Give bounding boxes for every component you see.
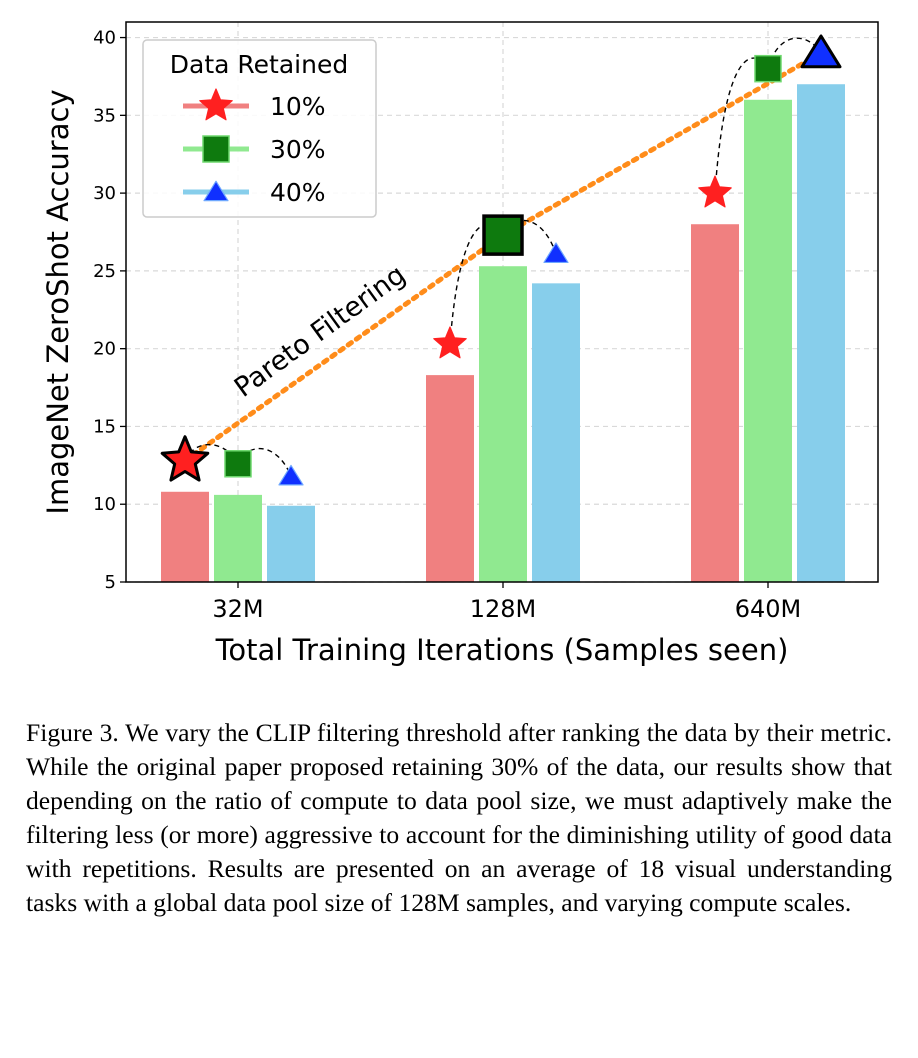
figure-caption: Figure 3. We vary the CLIP filtering thr… (26, 718, 892, 917)
marker-30pct-640M (754, 54, 782, 83)
pareto-annotation: Pareto Filtering (229, 259, 411, 403)
y-ticks: 5 10 15 20 25 30 35 40 (93, 28, 126, 593)
chart: 5 10 15 20 25 30 35 40 32M 128M 640M Pareto Filte… (41, 21, 879, 667)
y-tick-label: 30 (93, 183, 116, 204)
x-tick-label: 32M (212, 595, 263, 623)
y-tick-label: 15 (93, 416, 116, 437)
marker-30pct-128M (482, 214, 524, 256)
y-tick-label: 10 (93, 494, 116, 515)
legend-label-30pct: 30% (270, 135, 326, 164)
y-tick-label: 40 (93, 28, 116, 49)
x-ticks: 32M 128M 640M (212, 582, 801, 623)
bar-30pct-32M (214, 494, 262, 582)
legend-title: Data Retained (170, 50, 348, 79)
bar-30pct-128M (479, 266, 527, 582)
legend-label-10pct: 10% (270, 92, 326, 121)
marker-10pct-128M (433, 326, 467, 359)
x-axis-title: Total Training Iterations (Samples seen) (215, 633, 789, 667)
bar-40pct-128M (532, 283, 580, 582)
bar-10pct-32M (161, 491, 209, 582)
marker-10pct-32M (160, 435, 210, 482)
bars (161, 84, 845, 583)
bar-40pct-32M (267, 505, 315, 582)
bar-10pct-640M (691, 224, 739, 582)
bar-40pct-640M (797, 84, 845, 582)
plot-frame (125, 21, 879, 583)
connector-curve (502, 219, 557, 255)
marker-10pct-640M (698, 175, 732, 208)
marker-40pct-128M (543, 242, 569, 264)
y-tick-label: 25 (93, 261, 116, 282)
y-tick-label: 5 (105, 572, 116, 593)
legend-marker-40pct (203, 180, 229, 202)
legend-box (142, 39, 377, 218)
connector-curve (237, 448, 292, 477)
marker-40pct-640M (800, 34, 842, 69)
legend-marker-30pct (202, 135, 230, 163)
legend: Data Retained 10% 30% 40% (142, 39, 377, 218)
legend-label-40pct: 40% (270, 178, 326, 207)
marker-30pct-32M (224, 450, 252, 478)
x-tick-label: 640M (735, 595, 802, 623)
marker-40pct-32M (278, 464, 304, 486)
legend-items: 10% 30% 40% (183, 88, 326, 207)
legend-marker-10pct (199, 88, 233, 121)
markers (160, 34, 842, 486)
bar-10pct-128M (426, 375, 474, 582)
y-tick-label: 35 (93, 105, 116, 126)
bar-30pct-640M (744, 99, 792, 583)
y-tick-label: 20 (93, 339, 116, 360)
y-axis-title: ImageNet ZeroShot Accuracy (41, 89, 75, 514)
x-tick-label: 128M (470, 595, 537, 623)
